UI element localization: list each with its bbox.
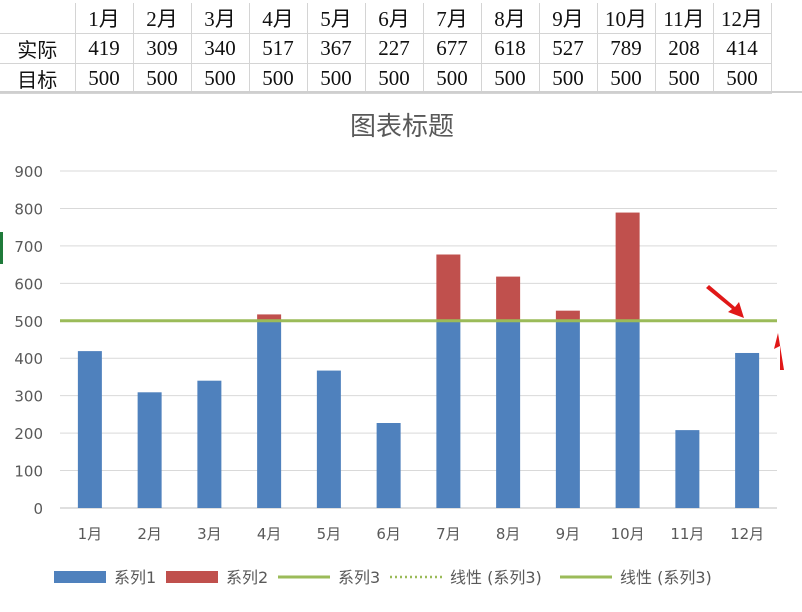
month-header-cell[interactable]: 6月 <box>365 3 424 34</box>
x-tick-label: 6月 <box>376 525 401 543</box>
y-tick-label: 600 <box>14 275 43 293</box>
value-cell[interactable]: 500 <box>597 63 656 94</box>
month-header-cell[interactable]: 9月 <box>539 3 598 34</box>
month-header-cell[interactable]: 7月 <box>423 3 482 34</box>
value-cell[interactable]: 414 <box>713 33 772 64</box>
y-tick-label: 100 <box>14 463 43 481</box>
value-cell[interactable]: 208 <box>655 33 714 64</box>
x-tick-label: 7月 <box>436 525 461 543</box>
month-header-cell[interactable]: 1月 <box>75 3 134 34</box>
x-tick-label: 10月 <box>611 525 645 543</box>
y-tick-label: 0 <box>33 500 43 518</box>
bar-系列1 <box>316 370 341 508</box>
chart-title: 图表标题 <box>350 112 454 142</box>
bar-系列1 <box>555 320 580 508</box>
bar-系列1 <box>197 380 222 508</box>
bar-系列2 <box>555 310 580 321</box>
legend-label: 线性 (系列3) <box>620 568 712 587</box>
value-cell[interactable]: 500 <box>713 63 772 94</box>
y-tick-label: 300 <box>14 388 43 406</box>
value-cell[interactable]: 367 <box>307 33 366 64</box>
y-tick-label: 900 <box>14 163 43 181</box>
row-label-cell[interactable]: 目标 <box>0 63 76 94</box>
legend-swatch <box>166 571 218 583</box>
value-cell[interactable]: 500 <box>133 63 192 94</box>
bar-系列2 <box>257 314 282 321</box>
month-header-cell[interactable]: 8月 <box>481 3 540 34</box>
legend-label: 线性 (系列3) <box>450 568 542 587</box>
legend-swatch <box>54 571 106 583</box>
chart-svg: 图表标题 0 100 200 300 400 500 600 700 800 900 1月 2月 3月 4… <box>14 112 784 587</box>
y-tick-label: 700 <box>14 238 43 256</box>
month-header-cell[interactable]: 10月 <box>597 3 656 34</box>
bar-系列1 <box>735 352 760 508</box>
value-cell[interactable]: 227 <box>365 33 424 64</box>
value-cell[interactable]: 517 <box>249 33 308 64</box>
header-corner-cell[interactable] <box>0 3 76 34</box>
value-cell[interactable]: 500 <box>539 63 598 94</box>
y-tick-label: 400 <box>14 350 43 368</box>
red-arrow-annotation <box>774 333 784 370</box>
value-cell[interactable]: 500 <box>191 63 250 94</box>
month-header-cell[interactable]: 5月 <box>307 3 366 34</box>
value-cell[interactable]: 500 <box>655 63 714 94</box>
bar-系列1 <box>77 351 102 508</box>
value-cell[interactable]: 789 <box>597 33 656 64</box>
legend-label: 系列2 <box>226 568 268 587</box>
value-cell[interactable]: 309 <box>133 33 192 64</box>
value-cell[interactable]: 419 <box>75 33 134 64</box>
value-cell[interactable]: 500 <box>75 63 134 94</box>
month-header-cell[interactable]: 11月 <box>655 3 714 34</box>
bar-系列1 <box>376 423 401 508</box>
x-tick-label: 8月 <box>496 525 521 543</box>
month-header-cell[interactable]: 3月 <box>191 3 250 34</box>
legend-label: 系列3 <box>338 568 380 587</box>
value-cell[interactable]: 618 <box>481 33 540 64</box>
value-cell[interactable]: 340 <box>191 33 250 64</box>
x-tick-label: 4月 <box>257 525 282 543</box>
row-selection-marker <box>0 232 3 264</box>
legend-label: 系列1 <box>114 568 156 587</box>
x-tick-label: 5月 <box>317 525 342 543</box>
spreadsheet-area: 1月 2月 3月 4月 5月 6月 7月 8月 9月 10月 11月 12月实际 419 309 340 51… <box>0 0 802 94</box>
bar-系列1 <box>436 320 461 508</box>
value-cell[interactable]: 677 <box>423 33 482 64</box>
bar-系列1 <box>675 430 700 508</box>
x-tick-label: 3月 <box>197 525 222 543</box>
chart-area[interactable]: 图表标题 0 100 200 300 400 500 600 700 800 900 1月 2月 3月 4… <box>2 93 802 608</box>
value-cell[interactable]: 500 <box>365 63 424 94</box>
red-arrow-annotation <box>706 285 744 318</box>
bar-系列2 <box>615 212 640 321</box>
value-cell[interactable]: 527 <box>539 33 598 64</box>
y-tick-label: 200 <box>14 425 43 443</box>
y-tick-label: 500 <box>14 313 43 331</box>
x-tick-label: 2月 <box>137 525 162 543</box>
x-tick-label: 11月 <box>670 525 704 543</box>
x-tick-label: 9月 <box>556 525 581 543</box>
bar-系列1 <box>615 320 640 508</box>
row-label-cell[interactable]: 实际 <box>0 33 76 64</box>
value-cell[interactable]: 500 <box>423 63 482 94</box>
bar-系列1 <box>496 320 521 508</box>
y-tick-label: 800 <box>14 200 43 218</box>
x-tick-label: 12月 <box>730 525 764 543</box>
x-tick-label: 1月 <box>78 525 103 543</box>
bar-系列1 <box>257 320 282 508</box>
value-cell[interactable]: 500 <box>307 63 366 94</box>
month-header-cell[interactable]: 12月 <box>713 3 772 34</box>
month-header-cell[interactable]: 2月 <box>133 3 192 34</box>
month-header-cell[interactable]: 4月 <box>249 3 308 34</box>
data-table: 1月 2月 3月 4月 5月 6月 7月 8月 9月 10月 11月 12月实际 419 309 340 51… <box>0 3 772 94</box>
bar-系列2 <box>436 254 461 321</box>
value-cell[interactable]: 500 <box>481 63 540 94</box>
bar-系列2 <box>496 276 521 321</box>
bar-系列1 <box>137 392 162 508</box>
value-cell[interactable]: 500 <box>249 63 308 94</box>
sheet-divider <box>0 91 802 93</box>
